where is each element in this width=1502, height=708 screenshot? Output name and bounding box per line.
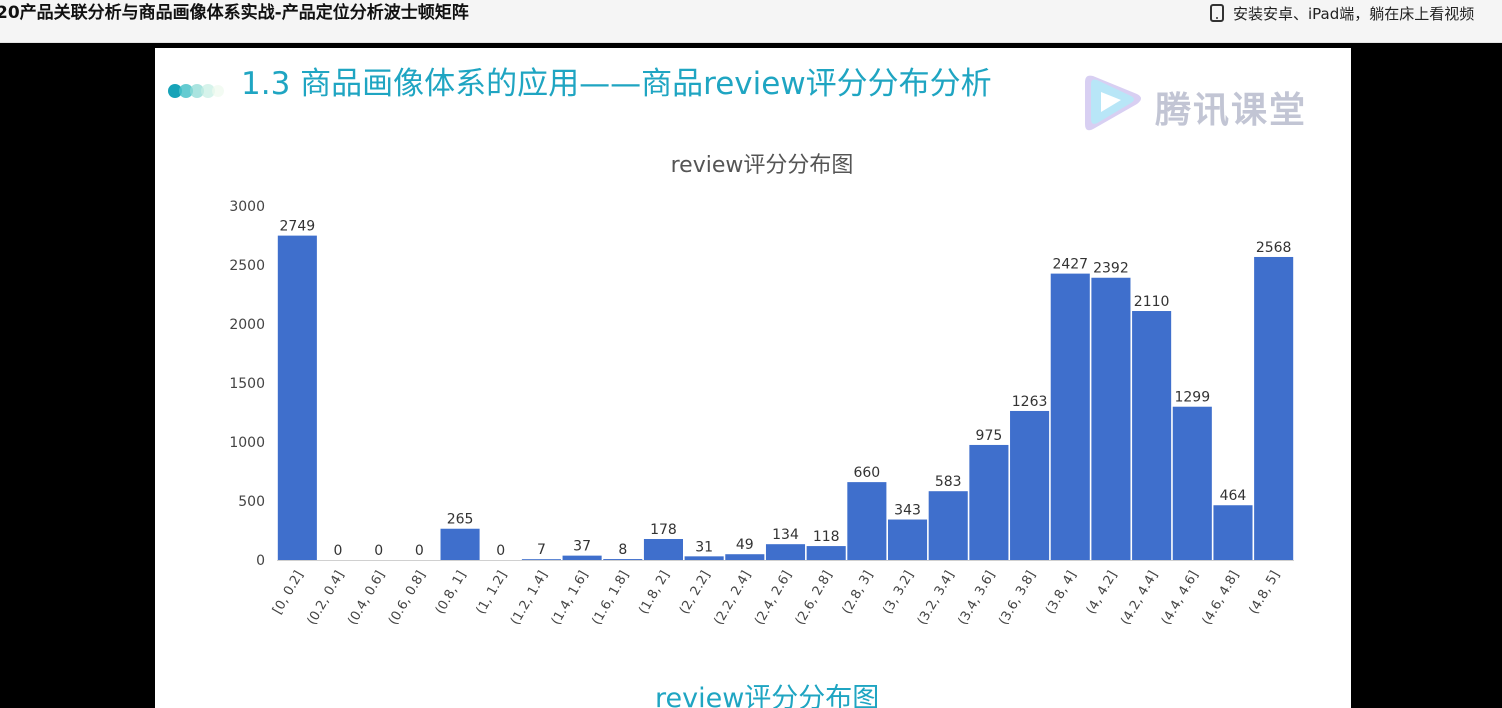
- x-tick-label: (1.4, 1.6]: [549, 569, 592, 628]
- bar: [521, 559, 561, 560]
- decoration-dots-icon: [168, 84, 224, 98]
- bar: [1254, 256, 1294, 560]
- bars: [277, 235, 1294, 561]
- bar-value-label: 343: [894, 503, 921, 519]
- bar: [725, 554, 765, 560]
- y-tick-label: 2500: [229, 258, 265, 274]
- x-tick-label: (2.2, 2.4]: [711, 569, 754, 628]
- x-tick-label: (2.8, 3]: [840, 569, 877, 618]
- y-tick-label: 500: [238, 494, 265, 510]
- bar: [277, 235, 317, 561]
- x-tick-label: (3, 3.2]: [880, 569, 917, 618]
- bar-value-label: 2427: [1052, 257, 1088, 273]
- bar-value-label: 1299: [1174, 390, 1210, 406]
- x-tick-label: (2.4, 2.6]: [752, 569, 795, 628]
- bar: [1132, 311, 1172, 560]
- tablet-icon: [1210, 4, 1224, 22]
- bar-value-label: 134: [772, 527, 799, 543]
- bar: [888, 519, 928, 560]
- x-tick-label: (0.4, 0.6]: [345, 569, 388, 628]
- slide: 1.3 商品画像体系的应用——商品review评分分布分析 腾讯课堂 revie…: [155, 48, 1351, 708]
- bar-value-label: 2110: [1134, 294, 1170, 310]
- bar-value-label: 2568: [1256, 240, 1292, 256]
- x-tick-label: (4.6, 4.8]: [1200, 569, 1243, 628]
- x-tick-label: (1.2, 1.4]: [508, 569, 551, 628]
- bar: [765, 544, 806, 560]
- x-tick-label: (2, 2.2]: [677, 569, 714, 618]
- x-tick-label: (2.6, 2.8]: [793, 569, 836, 628]
- x-tick-label: (4, 4.2]: [1084, 569, 1121, 618]
- video-player[interactable]: 1.3 商品画像体系的应用——商品review评分分布分析 腾讯课堂 revie…: [0, 43, 1502, 708]
- bar: [847, 482, 887, 560]
- x-tick-label: (0.2, 0.4]: [305, 569, 348, 628]
- app-download-link[interactable]: 安装安卓、iPad端，躺在床上看视频: [1210, 2, 1474, 24]
- bar-value-label: 49: [736, 537, 754, 553]
- bar: [603, 559, 643, 560]
- bar-value-label: 975: [976, 428, 1003, 444]
- watermark-text: 腾讯课堂: [1155, 90, 1308, 131]
- course-title: 20产品关联分析与商品画像体系实战-产品定位分析波士顿矩阵: [0, 3, 469, 23]
- x-axis: [0, 0.2](0.2, 0.4](0.4, 0.6](0.6, 0.8] (0…: [270, 560, 1294, 628]
- bar: [928, 491, 968, 560]
- bar-value-label: 31: [695, 539, 713, 555]
- bar: [1213, 505, 1253, 560]
- bottom-caption: review评分分布图: [655, 683, 880, 708]
- x-tick-label: (4.2, 4.4]: [1118, 569, 1161, 628]
- bar-value-label: 7: [537, 542, 546, 558]
- bar-value-label: 2749: [280, 219, 316, 235]
- x-tick-label: (3.6, 3.8]: [996, 569, 1039, 628]
- bar: [1010, 410, 1050, 560]
- x-tick-label: (1.6, 1.8]: [589, 569, 632, 628]
- bar-value-label: 37: [573, 539, 591, 555]
- y-tick-label: 2000: [229, 317, 265, 333]
- bar-value-label: 583: [935, 474, 962, 490]
- bar-value-label: 2392: [1093, 261, 1129, 277]
- bar: [684, 556, 724, 560]
- y-axis: 0 500 1000 1500 2000 2500 3000: [229, 199, 265, 569]
- bar: [1091, 277, 1131, 560]
- bar: [969, 444, 1009, 560]
- review-score-bar-chart: review评分分布图 0 500 1000 1500 2000 2500 3000 274…: [229, 153, 1294, 628]
- bar-value-label: 0: [496, 543, 505, 559]
- bar-labels: 2749 0 0 0 265 0 7 37 8 178 31 49 134 118 660 343 583 975…: [280, 219, 1292, 559]
- y-tick-label: 1000: [229, 435, 265, 451]
- y-tick-label: 0: [256, 553, 265, 569]
- chart-title: review评分分布图: [671, 153, 854, 178]
- bar: [1172, 406, 1212, 560]
- x-tick-label: (0.6, 0.8]: [386, 569, 429, 628]
- bar-value-label: 265: [447, 512, 474, 528]
- top-bar: 20产品关联分析与商品画像体系实战-产品定位分析波士顿矩阵 安装安卓、iPad端…: [0, 0, 1502, 43]
- bar-value-label: 118: [813, 529, 840, 545]
- y-tick-label: 3000: [229, 199, 265, 215]
- x-tick-label: (1, 1.2]: [474, 569, 511, 618]
- y-tick-label: 1500: [229, 376, 265, 392]
- x-tick-label: (3.2, 3.4]: [915, 569, 958, 628]
- slide-heading: 1.3 商品画像体系的应用——商品review评分分布分析: [241, 66, 992, 102]
- tencent-classroom-logo-icon: [1085, 75, 1141, 131]
- x-tick-label: (3.4, 3.6]: [955, 569, 998, 628]
- x-tick-label: (1.8, 2]: [636, 569, 673, 618]
- bar: [440, 528, 480, 560]
- x-tick-label: (0.8, 1]: [433, 569, 470, 618]
- x-tick-label: (3.8, 4]: [1043, 569, 1080, 618]
- bar-value-label: 178: [650, 522, 677, 538]
- bar-value-label: 0: [334, 543, 343, 559]
- bar-value-label: 8: [618, 542, 627, 558]
- bar-value-label: 464: [1220, 488, 1247, 504]
- bar: [562, 555, 602, 560]
- x-tick-label: [0, 0.2]: [270, 569, 307, 618]
- bar: [806, 546, 846, 560]
- bar-value-label: 660: [853, 465, 880, 481]
- bar-value-label: 0: [415, 543, 424, 559]
- bar: [643, 538, 683, 560]
- x-tick-label: (4.4, 4.6]: [1159, 569, 1202, 628]
- x-tick-label: (4.8, 5]: [1246, 569, 1283, 618]
- bar: [1050, 273, 1090, 560]
- bar-value-label: 0: [374, 543, 383, 559]
- bar-value-label: 1263: [1012, 394, 1048, 410]
- app-promo-text: 安装安卓、iPad端，躺在床上看视频: [1233, 4, 1475, 23]
